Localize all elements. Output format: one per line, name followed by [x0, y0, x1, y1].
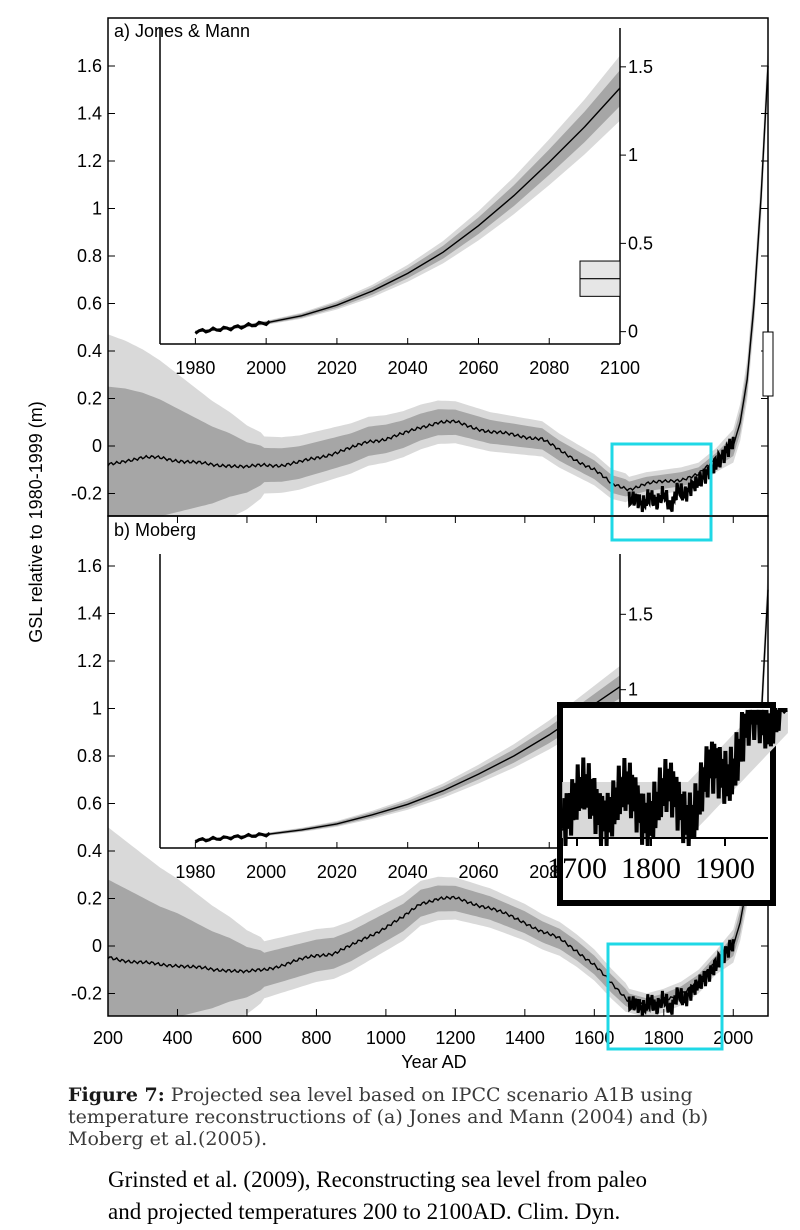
x-tick-label: 1400 — [505, 1028, 545, 1048]
panel-a-series-lines — [107, 65, 769, 513]
inset-observations-line — [194, 320, 271, 335]
panel-b-inner-band — [108, 574, 768, 1016]
inset-x-tick-label: 2060 — [458, 358, 498, 378]
panel-b-uncertainty-bands — [108, 563, 768, 1016]
inset-x-tick-label: 1980 — [175, 862, 215, 882]
x-tick-label: 400 — [162, 1028, 192, 1048]
inset-y-tick-label: 1 — [628, 145, 638, 165]
inset-x-tick-label: 2040 — [388, 862, 428, 882]
citation-line-2: and projected temperatures 200 to 2100AD… — [108, 1199, 621, 1224]
panel-b-series-lines — [107, 589, 769, 1017]
inset-background — [160, 28, 620, 344]
panel-a-jones-mann: 1.6 1.4 1.2 1 0.8 0.6 0.4 0.2 0 -0.2 1980 2000 2020… — [71, 17, 774, 542]
x-tick-label: 200 — [93, 1028, 123, 1048]
panel-b-y-ticks: 1.6 1.4 1.2 1 0.8 0.6 0.4 0.2 0 -0.2 — [71, 556, 768, 1004]
inset-x-tick-label: 2100 — [600, 358, 640, 378]
y-tick-label: 0.4 — [77, 841, 102, 861]
panel-b-observations-line — [627, 939, 735, 1017]
y-axis-label: GSL relative to 1980-1999 (m) — [26, 401, 46, 642]
inset-x-tick-label: 2040 — [388, 358, 428, 378]
zoom-tick-label: 1800 — [621, 852, 681, 885]
panel-a-highlight-box — [610, 442, 713, 542]
caption-text: Projected sea level based on IPCC scenar… — [68, 1084, 709, 1150]
x-tick-label: 2000 — [713, 1028, 753, 1048]
citation: Grinsted et al. (2009), Reconstructing s… — [108, 1164, 798, 1228]
panel-a-label: a) Jones & Mann — [114, 21, 250, 41]
zoom-tick-label: 1900 — [695, 852, 755, 885]
x-axis-label: Year AD — [401, 1052, 466, 1072]
panel-a-inset: 1980 2000 2020 2040 2060 2080 2100 1.5 1 0.5 0 — [159, 28, 774, 397]
y-tick-label: -0.2 — [71, 984, 102, 1004]
y-tick-label: 1 — [92, 699, 102, 719]
y-tick-label: 1.6 — [77, 56, 102, 76]
inset-background — [160, 554, 620, 848]
panel-b-label: b) Moberg — [114, 520, 196, 540]
y-tick-label: 0.4 — [77, 341, 102, 361]
y-tick-label: 0.8 — [77, 746, 102, 766]
inset-y-tick-label: 1 — [628, 680, 638, 700]
panel-a-inner-band — [108, 50, 768, 517]
y-tick-label: 0.6 — [77, 294, 102, 314]
y-tick-label: -0.2 — [71, 484, 102, 504]
inset-y-tick-label: 0.5 — [628, 233, 653, 253]
x-tick-label: 800 — [301, 1028, 331, 1048]
inset-x-tick-label: 2080 — [529, 358, 569, 378]
y-tick-label: 0 — [92, 436, 102, 456]
inset-observations-line — [194, 832, 271, 844]
y-tick-label: 1.2 — [77, 651, 102, 671]
y-tick-label: 1.6 — [77, 556, 102, 576]
zoom-content: 1700 1800 1900 — [547, 708, 788, 885]
x-tick-label: 1600 — [574, 1028, 614, 1048]
zoom-observations-line — [561, 708, 788, 847]
inset-y-tick-label: 0 — [628, 322, 638, 342]
zoom-callout: 1700 1800 1900 — [547, 702, 788, 906]
y-tick-label: 0.2 — [77, 389, 102, 409]
range-box-edge — [762, 331, 774, 397]
y-tick-label: 1.4 — [77, 104, 102, 124]
figure-caption: Figure 7: Projected sea level based on I… — [68, 1084, 768, 1150]
y-tick-label: 0.8 — [77, 246, 102, 266]
panel-b-moberg: 1.6 1.4 1.2 1 0.8 0.6 0.4 0.2 0 -0.2 200 400 600 800… — [71, 515, 769, 1051]
panel-b-highlight-box — [606, 942, 724, 1051]
x-tick-label: 1000 — [366, 1028, 406, 1048]
inset-x-tick-label: 2020 — [317, 862, 357, 882]
citation-line-1: Grinsted et al. (2009), Reconstructing s… — [108, 1167, 648, 1192]
inset-x-tick-label: 2000 — [246, 862, 286, 882]
y-tick-label: 1 — [92, 199, 102, 219]
inset-x-tick-label: 1980 — [175, 358, 215, 378]
panel-b-x-ticks: 200 400 600 800 1000 1200 1400 1600 1800 2000 — [93, 516, 753, 1048]
inset-x-tick-label: 2020 — [317, 358, 357, 378]
zoom-tick-label: 1700 — [547, 852, 607, 885]
x-tick-label: 600 — [232, 1028, 262, 1048]
panel-a-y-ticks: 1.6 1.4 1.2 1 0.8 0.6 0.4 0.2 0 -0.2 — [71, 56, 768, 504]
y-tick-label: 1.4 — [77, 604, 102, 624]
y-tick-label: 0.6 — [77, 794, 102, 814]
x-tick-label: 1200 — [435, 1028, 475, 1048]
y-tick-label: 1.2 — [77, 151, 102, 171]
y-tick-label: 0.2 — [77, 889, 102, 909]
inset-y-tick-label: 1.5 — [628, 604, 653, 624]
inset-y-tick-label: 1.5 — [628, 57, 653, 77]
panel-a-observations-line — [627, 436, 735, 513]
inset-x-tick-label: 2060 — [458, 862, 498, 882]
caption-label: Figure 7: — [68, 1084, 165, 1106]
panel-a-reconstruction-line — [107, 65, 769, 492]
y-tick-label: 0 — [92, 936, 102, 956]
x-tick-label: 1800 — [644, 1028, 684, 1048]
panel-a-uncertainty-bands — [108, 39, 768, 517]
inset-x-tick-label: 2000 — [246, 358, 286, 378]
